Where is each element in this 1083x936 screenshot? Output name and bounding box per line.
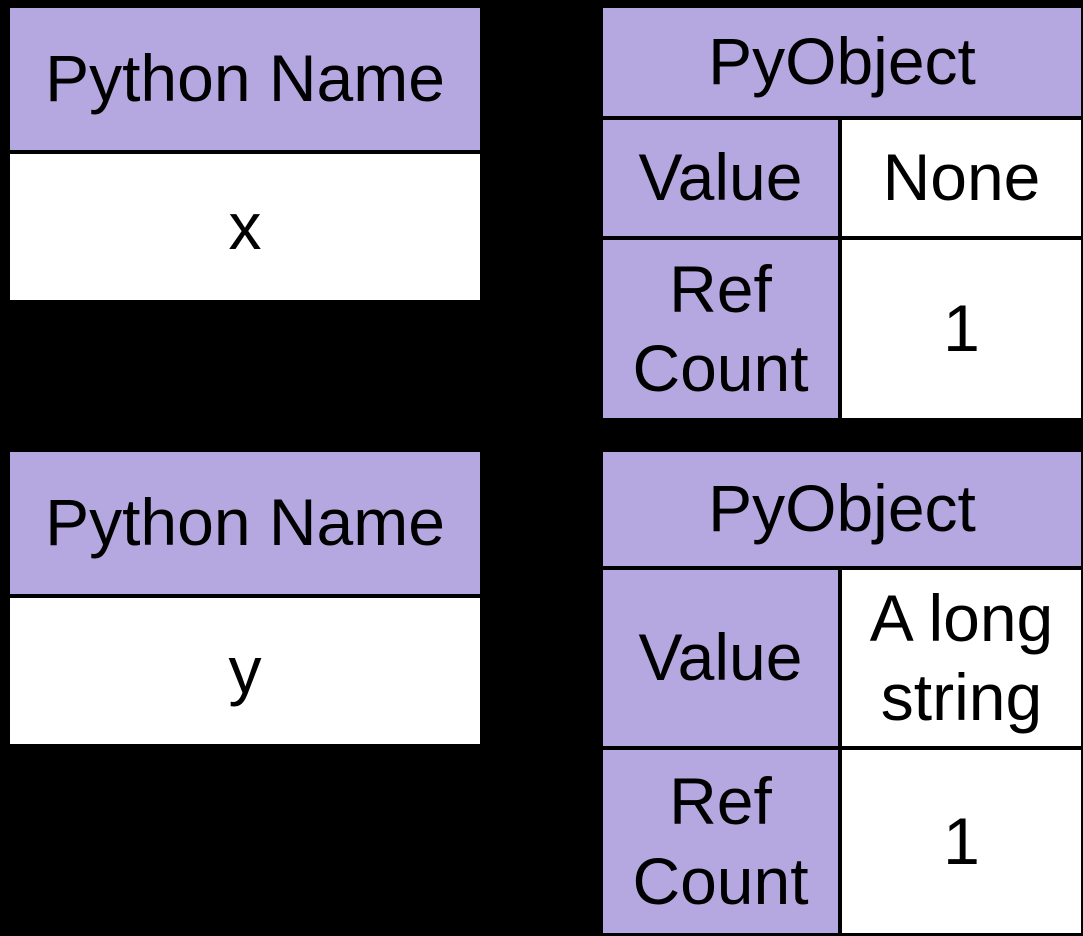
python-name-value-y: y [10, 598, 480, 744]
python-name-value-x: x [10, 154, 480, 300]
value-row-label: Value [603, 120, 838, 236]
refcount-row-label: Ref Count [603, 240, 838, 418]
refcount-row-value: 1 [842, 750, 1081, 933]
value-row-value: None [842, 120, 1081, 236]
pyobject-header: PyObject [603, 452, 1081, 566]
pyobject-header: PyObject [603, 8, 1081, 116]
python-name-header: Python Name [10, 8, 480, 150]
value-row-value: A long string [842, 570, 1081, 746]
value-row-label: Value [603, 570, 838, 746]
refcount-row-value: 1 [842, 240, 1081, 418]
pyobject-table-string: PyObject Value A long string Ref Count 1 [603, 452, 1081, 933]
python-name-table-x: Python Name x [10, 8, 480, 300]
python-name-header: Python Name [10, 452, 480, 594]
python-name-table-y: Python Name y [10, 452, 480, 744]
refcount-row-label: Ref Count [603, 750, 838, 933]
pyobject-table-none: PyObject Value None Ref Count 1 [603, 8, 1081, 418]
